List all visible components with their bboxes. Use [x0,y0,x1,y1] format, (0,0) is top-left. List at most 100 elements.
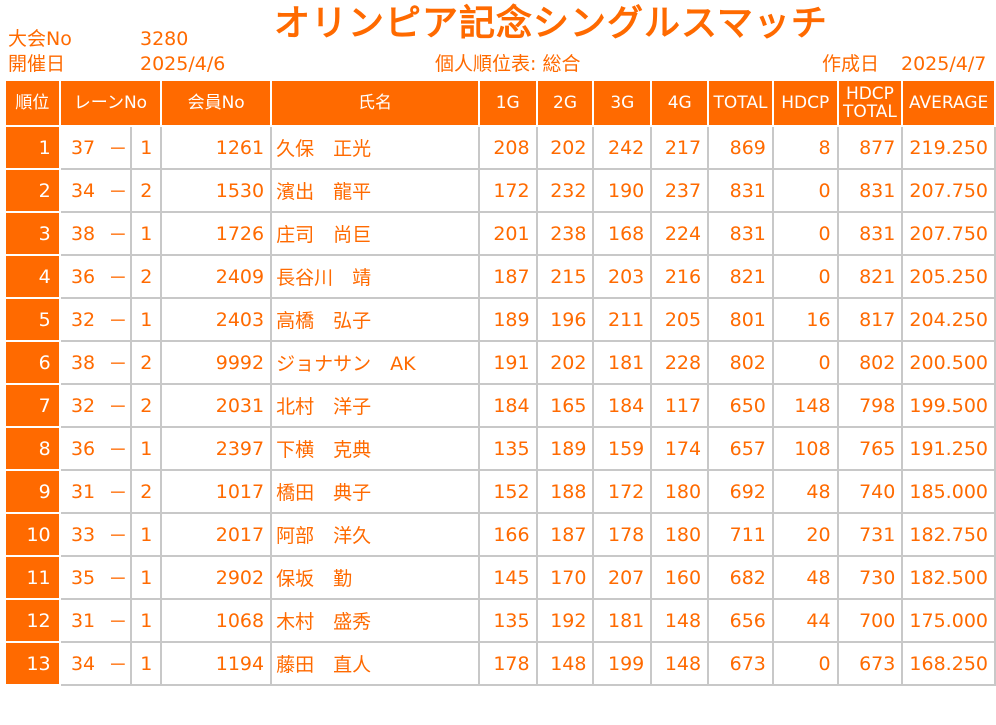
game-3-cell: 168 [592,211,653,256]
player-name-cell: 長谷川 靖 [270,254,480,299]
column-header-total: TOTAL [707,79,774,127]
game-1-cell: 201 [477,211,538,256]
game-4-cell: 148 [650,598,710,643]
hdcp-total-cell: 831 [836,168,904,213]
member-no-cell: 1017 [160,469,273,514]
table-row: 7 32 － 2 2031 北村 洋子 184 165 184 117 650 148 798 199.5… [4,383,996,428]
average-cell: 175.000 [901,598,996,643]
hdcp-total-cell: 730 [836,555,904,600]
rank-cell: 3 [4,211,61,256]
game-1-cell: 189 [477,297,538,342]
lane-position-cell: 1 [130,297,163,342]
hdcp-cell: 44 [771,598,839,643]
game-1-cell: 208 [477,125,538,170]
game-2-cell: 187 [535,512,595,557]
player-name-cell: 庄司 尚巨 [270,211,480,256]
game-3-cell: 242 [592,125,653,170]
game-4-cell: 205 [650,297,710,342]
lane-separator: － [105,598,132,643]
subtitle: 個人順位表: 総合 [435,53,581,75]
game-3-cell: 181 [592,598,653,643]
average-cell: 168.250 [901,641,996,686]
member-no-cell: 2031 [160,383,273,428]
average-cell: 191.250 [901,426,996,471]
rank-cell: 12 [4,598,61,643]
column-header-4g: 4G [650,79,710,127]
lane-cell: 37 [58,125,106,170]
game-2-cell: 232 [535,168,595,213]
rank-cell: 9 [4,469,61,514]
column-header-2g: 2G [535,79,595,127]
lane-position-cell: 2 [130,168,163,213]
lane-separator: － [105,426,132,471]
hdcp-total-cell: 731 [836,512,904,557]
game-3-cell: 199 [592,641,653,686]
table-row: 10 33 － 1 2017 阿部 洋久 166 187 178 180 711 20 731 182.7… [4,512,996,557]
player-name-cell: 久保 正光 [270,125,480,170]
lane-separator: － [105,254,132,299]
member-no-cell: 2403 [160,297,273,342]
game-3-cell: 211 [592,297,653,342]
player-name-cell: ジョナサン AK [270,340,480,385]
game-1-cell: 135 [477,426,538,471]
lane-cell: 36 [58,254,106,299]
average-cell: 207.750 [901,211,996,256]
table-row: 3 38 － 1 1726 庄司 尚巨 201 238 168 224 831 0 831 207.750 [4,211,996,256]
ranking-table: 順位 レーンNo 会員No 氏名 1G 2G 3G 4G TOTAL HDCP … [4,79,996,686]
member-no-cell: 2409 [160,254,273,299]
lane-cell: 33 [58,512,106,557]
lane-cell: 36 [58,426,106,471]
game-1-cell: 145 [477,555,538,600]
column-header-hdcp: HDCP [771,79,839,127]
game-1-cell: 178 [477,641,538,686]
hdcp-cell: 0 [771,641,839,686]
lane-position-cell: 2 [130,469,163,514]
player-name-cell: 保坂 勤 [270,555,480,600]
tournament-no: 3280 [140,28,189,50]
lane-separator: － [105,383,132,428]
player-name-cell: 濱出 龍平 [270,168,480,213]
member-no-cell: 1194 [160,641,273,686]
game-2-cell: 238 [535,211,595,256]
hdcp-cell: 48 [771,469,839,514]
table-row: 12 31 － 1 1068 木村 盛秀 135 192 181 148 656 44 700 175.0… [4,598,996,643]
lane-cell: 31 [58,469,106,514]
table-header-row: 順位 レーンNo 会員No 氏名 1G 2G 3G 4G TOTAL HDCP … [4,79,996,127]
hdcp-cell: 0 [771,168,839,213]
table-row: 8 36 － 1 2397 下横 克典 135 189 159 174 657 108 765 191.2… [4,426,996,471]
game-2-cell: 170 [535,555,595,600]
total-cell: 692 [707,469,774,514]
average-cell: 185.000 [901,469,996,514]
average-cell: 219.250 [901,125,996,170]
game-2-cell: 148 [535,641,595,686]
game-1-cell: 172 [477,168,538,213]
total-cell: 711 [707,512,774,557]
game-2-cell: 188 [535,469,595,514]
game-2-cell: 189 [535,426,595,471]
member-no-cell: 1261 [160,125,273,170]
column-header-hdcp-total: HDCP TOTAL [836,79,904,127]
hdcp-total-cell: 802 [836,340,904,385]
rank-cell: 2 [4,168,61,213]
table-row: 5 32 － 1 2403 高橋 弘子 189 196 211 205 801 16 817 204.25… [4,297,996,342]
hdcp-total-cell: 798 [836,383,904,428]
hdcp-total-cell: 740 [836,469,904,514]
lane-position-cell: 2 [130,340,163,385]
lane-position-cell: 1 [130,555,163,600]
average-cell: 205.250 [901,254,996,299]
lane-cell: 32 [58,297,106,342]
player-name-cell: 木村 盛秀 [270,598,480,643]
game-4-cell: 117 [650,383,710,428]
column-header-1g: 1G [477,79,538,127]
total-cell: 657 [707,426,774,471]
member-no-cell: 2902 [160,555,273,600]
game-3-cell: 184 [592,383,653,428]
hdcp-cell: 148 [771,383,839,428]
lane-cell: 31 [58,598,106,643]
column-header-hdcp-total-line1: HDCP [845,84,894,104]
average-cell: 207.750 [901,168,996,213]
event-date: 2025/4/6 [140,53,226,75]
lane-cell: 34 [58,641,106,686]
game-3-cell: 190 [592,168,653,213]
column-header-name: 氏名 [270,79,480,127]
